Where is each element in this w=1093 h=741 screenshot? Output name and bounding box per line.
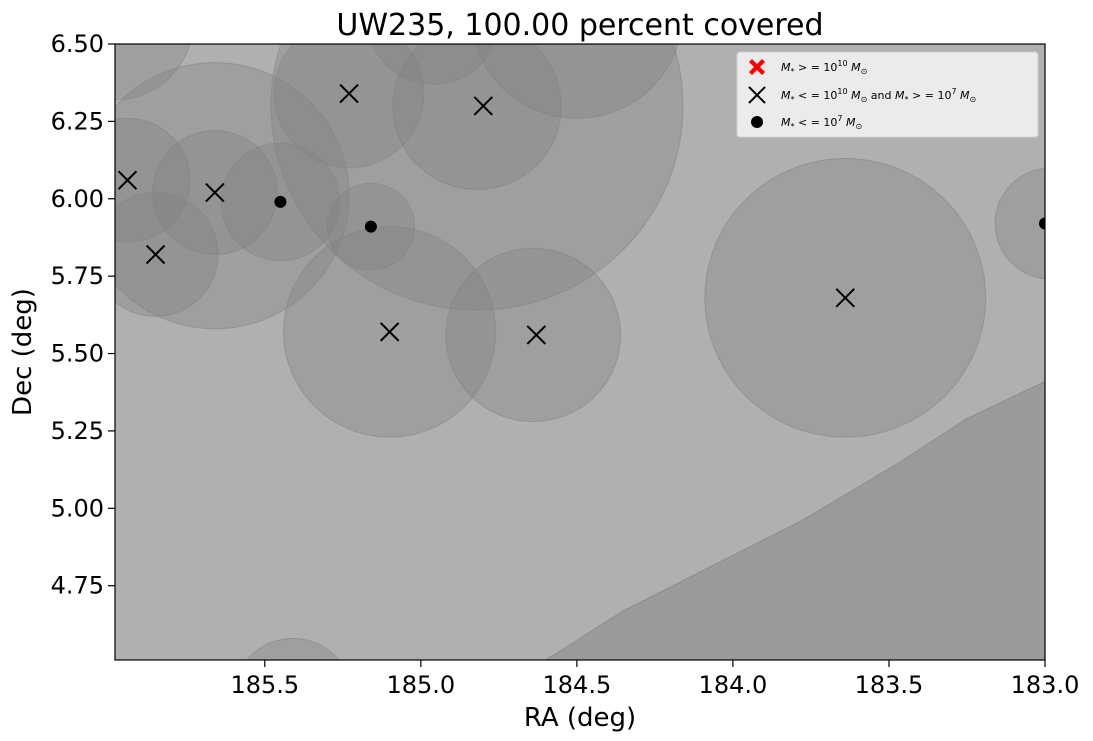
data-point-s1-1-stroke-b — [145, 244, 166, 265]
legend-entry-2: M* < = 107 M⊙ — [751, 114, 862, 131]
data-point-s1-5-stroke-b — [379, 322, 400, 342]
data-point-s1-4-stroke-b — [473, 96, 493, 116]
data-point-s1-0 — [117, 170, 138, 190]
legend-box — [736, 51, 1039, 138]
legend-marker-1-stroke-b — [748, 86, 766, 104]
data-point-s1-6 — [526, 325, 547, 345]
legend-label-2: M* < = 107 M⊙ — [781, 114, 862, 131]
x-tick-label-0: 185.5 — [230, 671, 299, 699]
y-tick-label-0: 4.75 — [51, 572, 104, 600]
data-point-s1-7-stroke-b — [835, 288, 855, 308]
legend-marker-1 — [748, 86, 766, 104]
y-tick-label-7: 6.50 — [51, 30, 104, 58]
x-tick-label-5: 183.0 — [1011, 671, 1080, 699]
coverage-circle-16 — [246, 637, 340, 660]
coverage-circle-2 — [115, 117, 191, 243]
plot-frame — [114, 43, 1046, 661]
data-point-s1-7 — [835, 288, 855, 308]
data-point-s1-3-stroke-b — [339, 83, 359, 104]
x-axis-ticks: 185.5 185.0 184.5 184.0 183.5 183.0 — [230, 660, 1079, 699]
coverage-circle-8 — [270, 44, 684, 311]
data-point-s1-2-stroke-b — [205, 182, 225, 203]
x-tick-label-3: 184.0 — [699, 671, 768, 699]
chart-title: UW235, 100.00 percent covered — [336, 8, 823, 43]
data-point-s1-2 — [205, 182, 225, 203]
legend: M* > = 1010 M⊙ M* < = 1010 M⊙ and M* > = … — [736, 51, 1039, 138]
coverage-circle-10 — [372, 44, 495, 85]
x-tick-label-4: 183.5 — [855, 671, 924, 699]
y-axis-ticks: 4.75 5.00 5.25 5.50 5.75 6.00 6.25 6.50 — [51, 30, 115, 600]
coverage-region-polygon — [544, 380, 1045, 660]
y-tick-label-3: 5.50 — [51, 340, 104, 368]
coverage-circle-7 — [273, 44, 425, 169]
coverage-circle-13 — [445, 247, 622, 423]
data-point-s1-1 — [145, 244, 166, 265]
coverage-circles — [115, 44, 1045, 660]
y-tick-label-4: 5.75 — [51, 262, 104, 290]
coverage-circle-15 — [994, 167, 1045, 280]
coverage-region — [544, 380, 1045, 660]
coverage-circle-1 — [115, 62, 350, 330]
legend-label-0: M* > = 1010 M⊙ — [781, 59, 867, 76]
y-tick-label-6: 6.25 — [51, 107, 104, 135]
x-axis-label: RA (deg) — [524, 703, 636, 733]
coverage-circle-11 — [474, 44, 679, 119]
data-points — [117, 83, 1045, 345]
legend-label-1: M* < = 1010 M⊙ and M* > = 107 M⊙ — [781, 87, 976, 104]
x-tick-label-1: 185.0 — [386, 671, 455, 699]
legend-marker-0 — [749, 59, 765, 75]
data-point-s2-2 — [1039, 217, 1045, 230]
data-point-s1-5 — [379, 322, 400, 342]
x-tick-label-2: 184.5 — [543, 671, 612, 699]
legend-marker-2 — [751, 116, 763, 128]
plot-area — [115, 44, 1045, 660]
coverage-circle-9 — [392, 44, 562, 190]
y-tick-label-5: 6.00 — [51, 185, 104, 213]
legend-entry-0: M* > = 1010 M⊙ — [749, 59, 867, 76]
data-point-s2-0 — [274, 195, 287, 208]
y-axis-label: Dec (deg) — [8, 288, 38, 416]
data-point-s1-3 — [339, 83, 359, 104]
y-tick-label-2: 5.25 — [51, 417, 104, 445]
data-point-s1-4 — [473, 96, 493, 116]
data-point-s2-1 — [364, 220, 377, 233]
data-point-s1-0-stroke-b — [117, 170, 138, 190]
y-tick-label-1: 5.00 — [51, 494, 104, 522]
data-point-s1-6-stroke-b — [526, 325, 547, 345]
legend-entry-1: M* < = 1010 M⊙ and M* > = 107 M⊙ — [748, 86, 976, 104]
coverage-circle-0 — [115, 44, 191, 101]
